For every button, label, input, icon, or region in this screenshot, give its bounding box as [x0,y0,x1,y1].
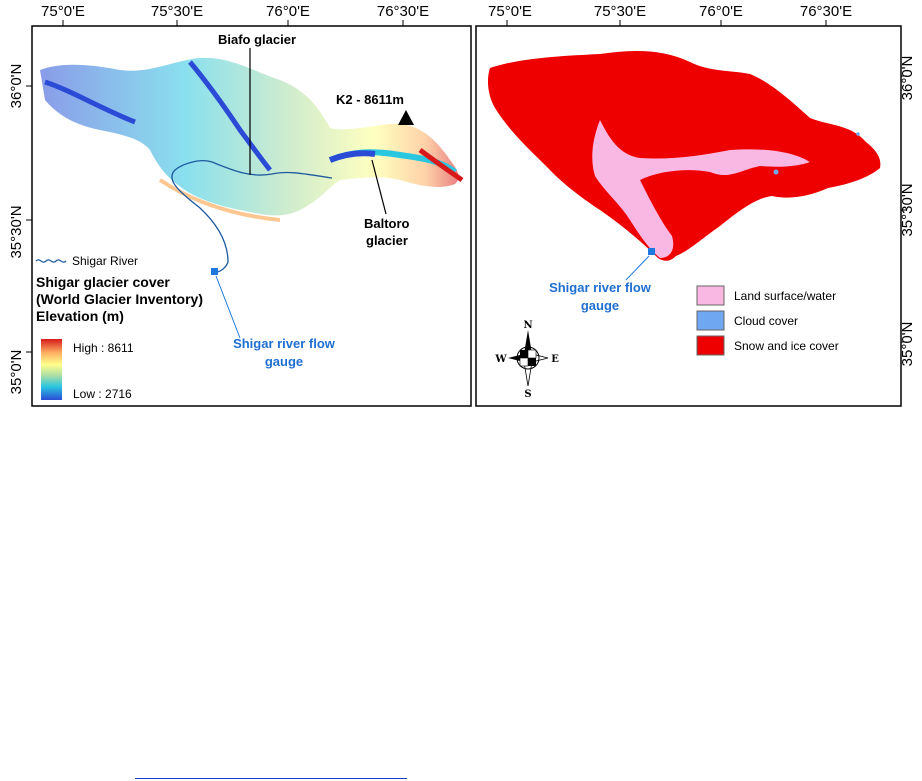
left-gauge-leader [215,275,241,339]
k2-label: K2 - 8611m [336,92,404,107]
legend-high: High : 8611 [73,341,134,355]
right-side-ticks: 36°0'N 35°30'N 35°0'N [899,56,916,367]
legend-label-cloud: Cloud cover [734,314,798,328]
compass-e: E [551,354,559,365]
left-gauge-label-2: gauge [265,354,303,369]
cover-legend: Land surface/water Cloud cover Snow and … [696,285,839,356]
shigar-river [171,160,333,273]
legend-low: Low : 2716 [73,387,132,401]
legend-swatch-land [696,285,725,306]
baltoro-label-2: glacier [366,233,408,248]
left-tick-lon-3: 76°0'E [266,3,310,20]
river-legend-label: Shigar River [72,254,138,268]
right-tick-lon-4: 76°30'E [800,3,852,20]
right-tick-lon-3: 76°0'E [699,3,743,20]
right-tick-lat-3: 35°0'N [899,322,916,367]
legend-label-snow: Snow and ice cover [734,339,839,353]
legend-swatch-snow [696,335,725,356]
baltoro-leader-line [371,159,387,215]
right-gauge-leader [625,255,650,281]
glacier-cover [40,57,464,222]
right-tick-lon-1: 75°0'E [488,3,532,20]
legend-title-1: Shigar glacier cover [36,274,170,290]
land-surface [592,120,810,258]
right-tick-lon-2: 75°30'E [594,3,646,20]
right-tick-lat-2: 35°30'N [899,183,916,236]
river-legend-symbol [35,259,67,263]
legend-swatch-cloud [696,310,725,331]
compass-n: N [523,320,532,331]
left-gauge-marker [211,268,218,275]
right-gauge-label-1: Shigar river flow [549,280,652,295]
north-arrow-icon: N S E W [494,320,559,400]
western-glacier [44,79,136,125]
k2-triangle-icon [398,110,414,125]
left-tick-lat-1: 36°0'N [8,64,25,109]
left-tick-lon-1: 75°0'E [41,3,85,20]
left-tick-lat-3: 35°0'N [8,350,25,395]
legend-title-2: (World Glacier Inventory) [36,291,203,307]
right-map: 75°0'E 75°30'E 76°0'E 76°30'E 36°0'N 35°… [475,3,916,407]
elevation-color-ramp [41,339,62,400]
legend-label-land: Land surface/water [734,289,836,303]
glacier-area [40,57,459,216]
biafo-label: Biafo glacier [218,32,296,47]
right-gauge-marker [648,248,655,255]
compass-w: W [494,354,507,365]
cloud-cover-patch [773,169,779,175]
bottom-underline [135,778,407,779]
left-tick-lat-2: 35°30'N [8,205,25,258]
left-map: 75°0'E 75°30'E 76°0'E 76°30'E 36°0'N 35°… [8,3,472,407]
left-gauge-label-1: Shigar river flow [233,336,336,351]
baltoro-label-1: Baltoro [364,216,410,231]
left-top-ticks: 75°0'E 75°30'E 76°0'E 76°30'E [41,3,429,26]
right-top-ticks: 75°0'E 75°30'E 76°0'E 76°30'E [488,3,852,26]
cloud-cover-patch [856,132,860,136]
right-gauge-label-2: gauge [581,298,619,313]
left-side-ticks: 36°0'N 35°30'N 35°0'N [8,64,32,395]
snow-ice-cover [487,51,881,261]
left-tick-lon-2: 75°30'E [151,3,203,20]
biafo-glacier-tongue [188,60,272,172]
right-tick-lat-1: 36°0'N [899,56,916,101]
compass-s: S [524,389,531,400]
elevation-legend: Shigar River Shigar glacier cover (World… [35,254,203,401]
left-tick-lon-4: 76°30'E [377,3,429,20]
legend-title-3: Elevation (m) [36,308,124,324]
